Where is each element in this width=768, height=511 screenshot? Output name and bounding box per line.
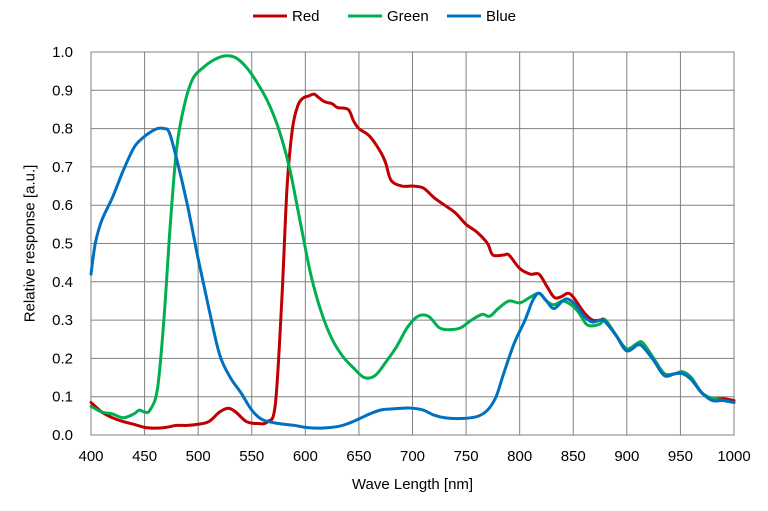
y-tick-label: 0.6 xyxy=(52,197,73,214)
x-tick-label: 650 xyxy=(346,448,371,465)
plot-area xyxy=(90,51,735,436)
y-tick-label: 0.1 xyxy=(52,389,73,406)
y-tick-label: 0.5 xyxy=(52,236,73,253)
legend-label-red: Red xyxy=(292,8,320,25)
series-line-blue xyxy=(89,126,736,430)
y-tick-label: 0.0 xyxy=(52,427,73,444)
x-axis-title: Wave Length [nm] xyxy=(352,476,473,493)
y-axis-title: Relative response [a.u.] xyxy=(22,165,39,323)
y-axis-ticks: 0.0 0.1 0.2 0.3 0.4 0.5 0.6 0.7 0.8 0.9 1.0 xyxy=(52,44,73,444)
x-tick-label: 750 xyxy=(454,448,479,465)
y-tick-label: 0.2 xyxy=(52,350,73,367)
x-tick-label: 450 xyxy=(132,448,157,465)
legend-label-green: Green xyxy=(387,8,429,25)
x-tick-label: 800 xyxy=(507,448,532,465)
x-tick-label: 700 xyxy=(400,448,425,465)
x-tick-label: 900 xyxy=(614,448,639,465)
x-tick-label: 1000 xyxy=(717,448,750,465)
y-tick-label: 0.3 xyxy=(52,312,73,329)
x-tick-label: 500 xyxy=(186,448,211,465)
legend-label-blue: Blue xyxy=(486,8,516,25)
x-tick-label: 850 xyxy=(561,448,586,465)
x-axis-ticks: 400 450 500 550 600 650 700 750 800 850 900 950 1000 xyxy=(78,448,750,465)
grid xyxy=(90,51,735,436)
y-tick-label: 1.0 xyxy=(52,44,73,61)
x-tick-label: 400 xyxy=(78,448,103,465)
y-tick-label: 0.7 xyxy=(52,159,73,176)
y-tick-label: 0.9 xyxy=(52,82,73,99)
x-tick-label: 600 xyxy=(293,448,318,465)
legend: Red Green Blue xyxy=(253,8,516,25)
x-tick-label: 950 xyxy=(668,448,693,465)
x-tick-label: 550 xyxy=(239,448,264,465)
y-tick-label: 0.8 xyxy=(52,121,73,138)
y-tick-label: 0.4 xyxy=(52,274,73,291)
series-layer xyxy=(89,54,736,430)
